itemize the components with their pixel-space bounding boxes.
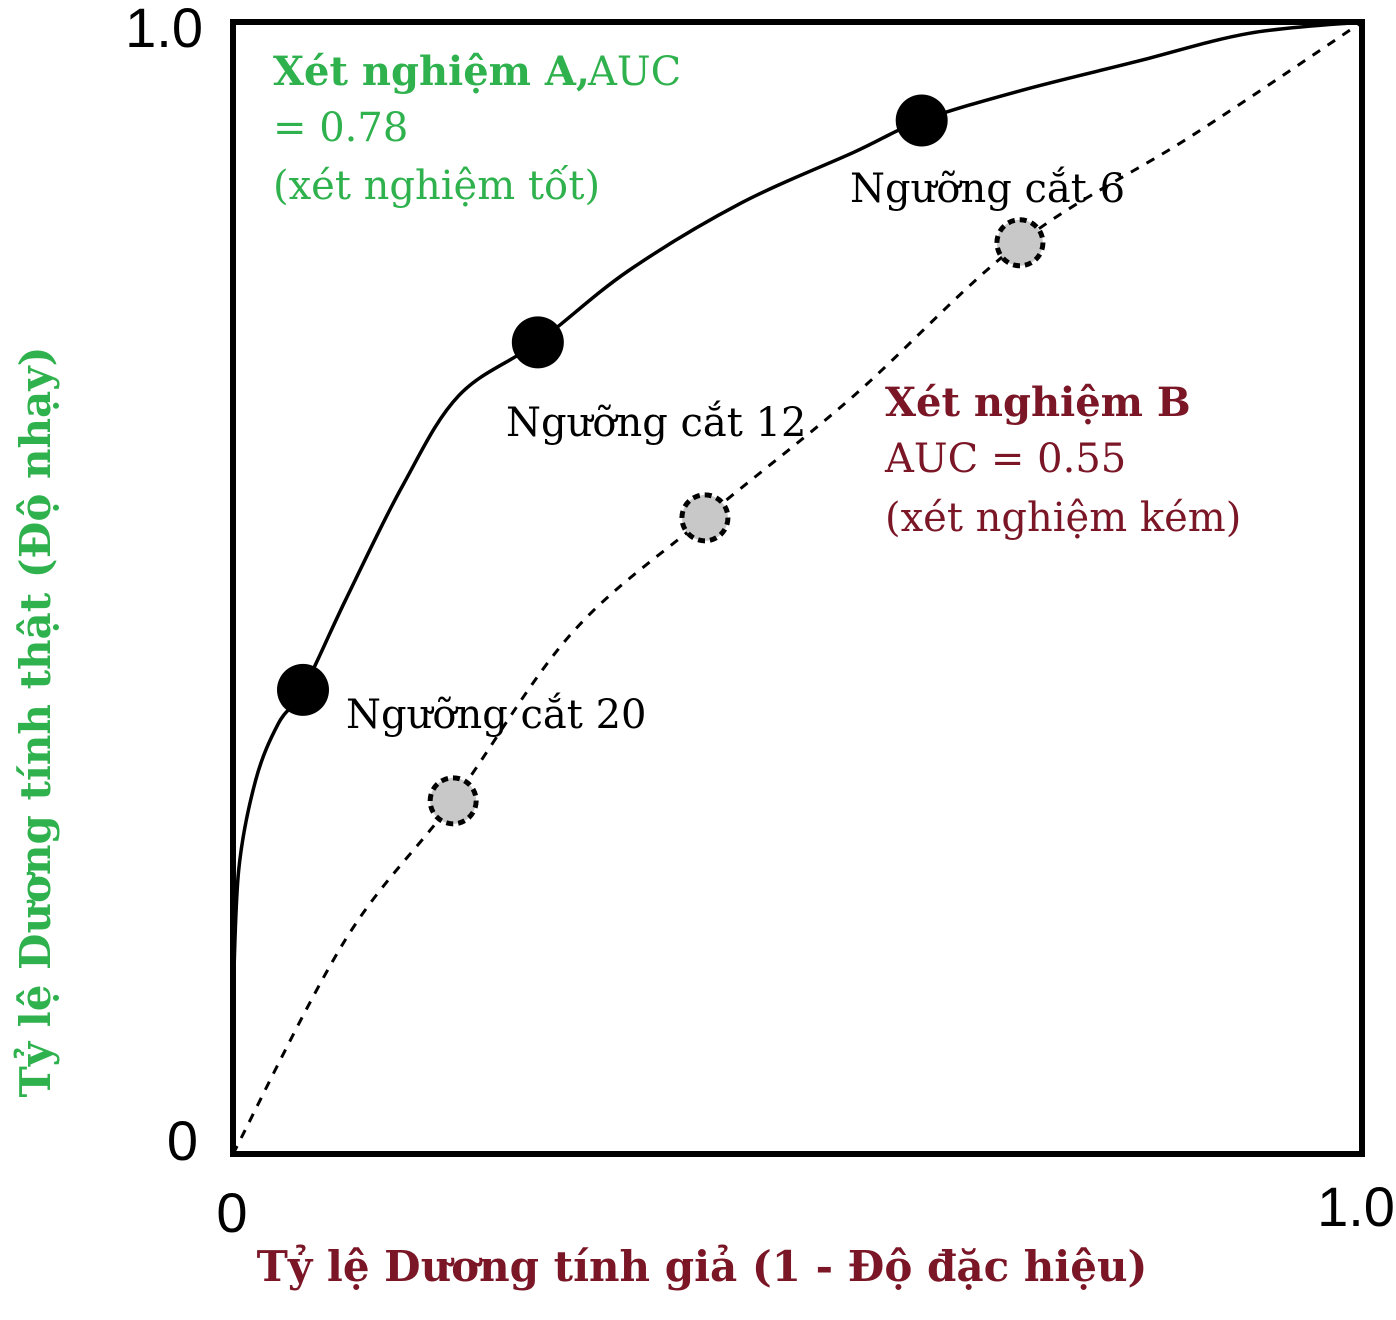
x-tick-right: 1.0 <box>1317 1175 1395 1238</box>
test-a-auc-part2: = 0.78 <box>273 105 408 151</box>
y-tick-bottom: 0 <box>167 1109 198 1172</box>
x-tick-left: 0 <box>216 1181 247 1244</box>
test-a-point-3 <box>895 94 948 147</box>
test-b-point-1 <box>427 775 479 827</box>
test-b-name: Xét nghiệm B <box>885 379 1191 426</box>
test-a-quality: (xét nghiệm tốt) <box>273 163 600 209</box>
test-b-quality: (xét nghiệm kém) <box>885 495 1241 541</box>
test-b-point-2 <box>679 492 731 544</box>
y-tick-top: 1.0 <box>125 0 203 59</box>
test-a-point-2 <box>511 316 564 369</box>
y-axis-title: Tỷ lệ Dương tính thật (Độ nhạy) <box>11 346 60 1097</box>
test-b-point-3 <box>994 217 1046 269</box>
test-a-name: Xét nghiệm A, <box>273 48 590 95</box>
threshold-label-12: Ngưỡng cắt 12 <box>506 400 806 446</box>
threshold-label-6: Ngưỡng cắt 6 <box>850 166 1125 212</box>
x-axis-title: Tỷ lệ Dương tính giả (1 - Độ đặc hiệu) <box>257 1242 1148 1291</box>
plot-frame <box>230 19 1365 1157</box>
test-a-point-1 <box>276 663 329 716</box>
threshold-label-20: Ngưỡng cắt 20 <box>346 692 646 738</box>
test-a-auc-part1: AUC <box>587 49 681 95</box>
test-b-auc: AUC = 0.55 <box>884 436 1126 482</box>
